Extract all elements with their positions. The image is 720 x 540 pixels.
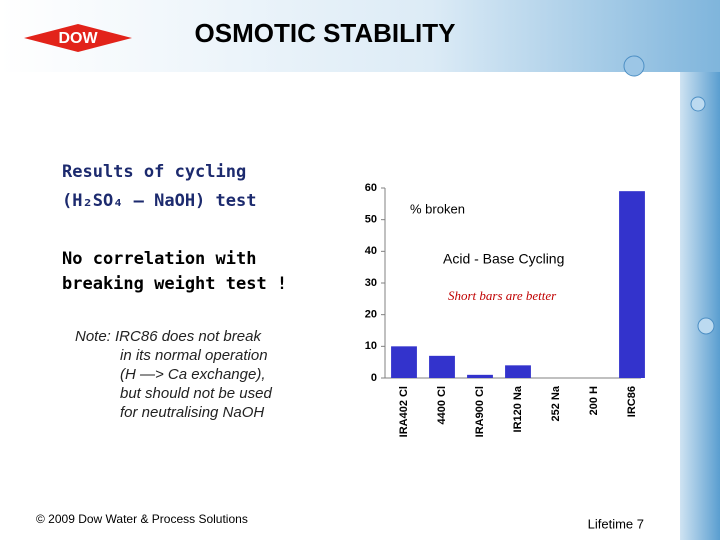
copyright: © 2009 Dow Water & Process Solutions bbox=[36, 512, 248, 526]
bar bbox=[391, 346, 417, 378]
note-text: in its normal operation bbox=[120, 347, 268, 364]
correlation-text: No correlation with bbox=[62, 249, 256, 269]
logo-shape bbox=[24, 24, 132, 52]
logo-text: DOW bbox=[58, 30, 98, 47]
note-text: (H —> Ca exchange), bbox=[120, 366, 265, 383]
y-tick-label: 20 bbox=[365, 309, 377, 321]
x-tick-label: IRC86 bbox=[626, 386, 638, 417]
page-number: Lifetime 7 bbox=[588, 516, 644, 531]
results-text: Results of cycling bbox=[62, 162, 246, 182]
y-tick-label: 10 bbox=[365, 340, 377, 352]
x-tick-label: 200 H bbox=[588, 386, 600, 415]
bar bbox=[429, 355, 455, 378]
chart: 0 10 20 30 40 50 60 IRA402 Cl 4400 Cl IRA900 Cl IR… bbox=[365, 182, 645, 437]
annotation: % broken bbox=[410, 201, 465, 216]
note-text: for neutralising NaOH bbox=[120, 404, 264, 421]
note-text: but should not be used bbox=[120, 385, 272, 402]
x-tick-label: 4400 Cl bbox=[436, 386, 448, 425]
slide-title: OSMOTIC STABILITY bbox=[195, 18, 456, 48]
correlation-text: breaking weight test ! bbox=[62, 274, 287, 294]
note-text: Note: IRC86 does not break bbox=[75, 328, 262, 345]
drop bbox=[623, 55, 645, 77]
bar bbox=[505, 365, 531, 378]
y-tick-label: 0 bbox=[371, 372, 377, 384]
x-tick-label: IRA900 Cl bbox=[474, 386, 486, 437]
side-band bbox=[680, 72, 720, 540]
bar bbox=[467, 374, 493, 378]
y-tick-label: 30 bbox=[365, 277, 377, 289]
x-tick-label: IRA402 Cl bbox=[398, 386, 410, 437]
bar bbox=[619, 191, 645, 378]
x-tick-label: 252 Na bbox=[550, 385, 562, 421]
results-text: (H₂SO₄ — NaOH) test bbox=[62, 191, 256, 211]
y-tick-label: 50 bbox=[365, 214, 377, 226]
drop bbox=[690, 96, 706, 112]
y-tick-label: 60 bbox=[365, 182, 377, 194]
x-tick-label: IR120 Na bbox=[512, 385, 524, 432]
drop bbox=[697, 317, 715, 335]
annotation: Acid - Base Cycling bbox=[443, 251, 564, 267]
y-tick-label: 40 bbox=[365, 245, 377, 257]
annotation: Short bars are better bbox=[448, 288, 557, 303]
